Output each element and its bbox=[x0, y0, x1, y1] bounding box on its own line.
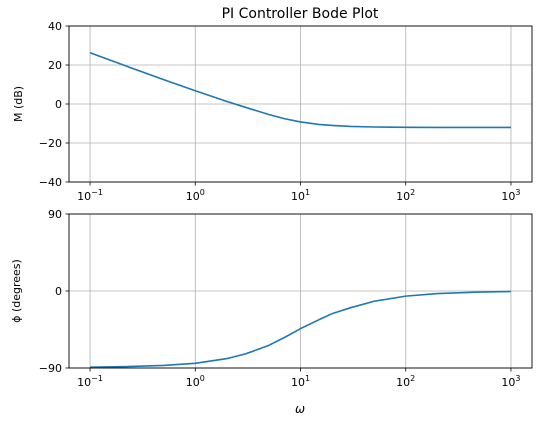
phase-x-tick-label: 10−1 bbox=[77, 374, 103, 389]
phase-y-axis-label: ϕ (degrees) bbox=[10, 259, 23, 323]
magnitude-y-tick-label: 0 bbox=[55, 98, 62, 111]
magnitude-y-tick-label: 40 bbox=[48, 20, 62, 33]
magnitude-x-tick-label: 103 bbox=[501, 188, 520, 203]
phase-plot: 10−1 100 101 102 103 90 0 −90 bbox=[39, 208, 533, 389]
magnitude-series-line bbox=[89, 51, 511, 129]
phase-x-tick-label: 101 bbox=[291, 374, 310, 389]
phase-y-tick-label: 90 bbox=[48, 208, 62, 221]
magnitude-axes-frame bbox=[68, 25, 533, 183]
magnitude-y-axis-label: M (dB) bbox=[12, 86, 25, 122]
x-axis-label: ω bbox=[295, 402, 305, 416]
magnitude-y-tick-label: −20 bbox=[39, 137, 62, 150]
magnitude-x-tick-label: 101 bbox=[291, 188, 310, 203]
phase-y-tick-label: 0 bbox=[55, 285, 62, 298]
chart-title: PI Controller Bode Plot bbox=[222, 6, 379, 22]
phase-y-tick-label: −90 bbox=[39, 362, 62, 375]
magnitude-x-tick-label: 100 bbox=[186, 188, 205, 203]
phase-axes-frame bbox=[68, 213, 533, 369]
magnitude-y-tick-label: 20 bbox=[48, 59, 62, 72]
magnitude-plot: 10−1 100 101 102 103 40 20 0 −20 −40 bbox=[39, 20, 533, 203]
magnitude-x-tick-label: 10−1 bbox=[77, 188, 103, 203]
phase-x-tick-label: 100 bbox=[186, 374, 205, 389]
phase-x-tick-label: 102 bbox=[396, 374, 415, 389]
phase-series-line bbox=[90, 290, 511, 368]
phase-x-tick-label: 103 bbox=[501, 374, 520, 389]
magnitude-x-tick-label: 102 bbox=[396, 188, 415, 203]
magnitude-y-tick-label: −40 bbox=[39, 176, 62, 189]
